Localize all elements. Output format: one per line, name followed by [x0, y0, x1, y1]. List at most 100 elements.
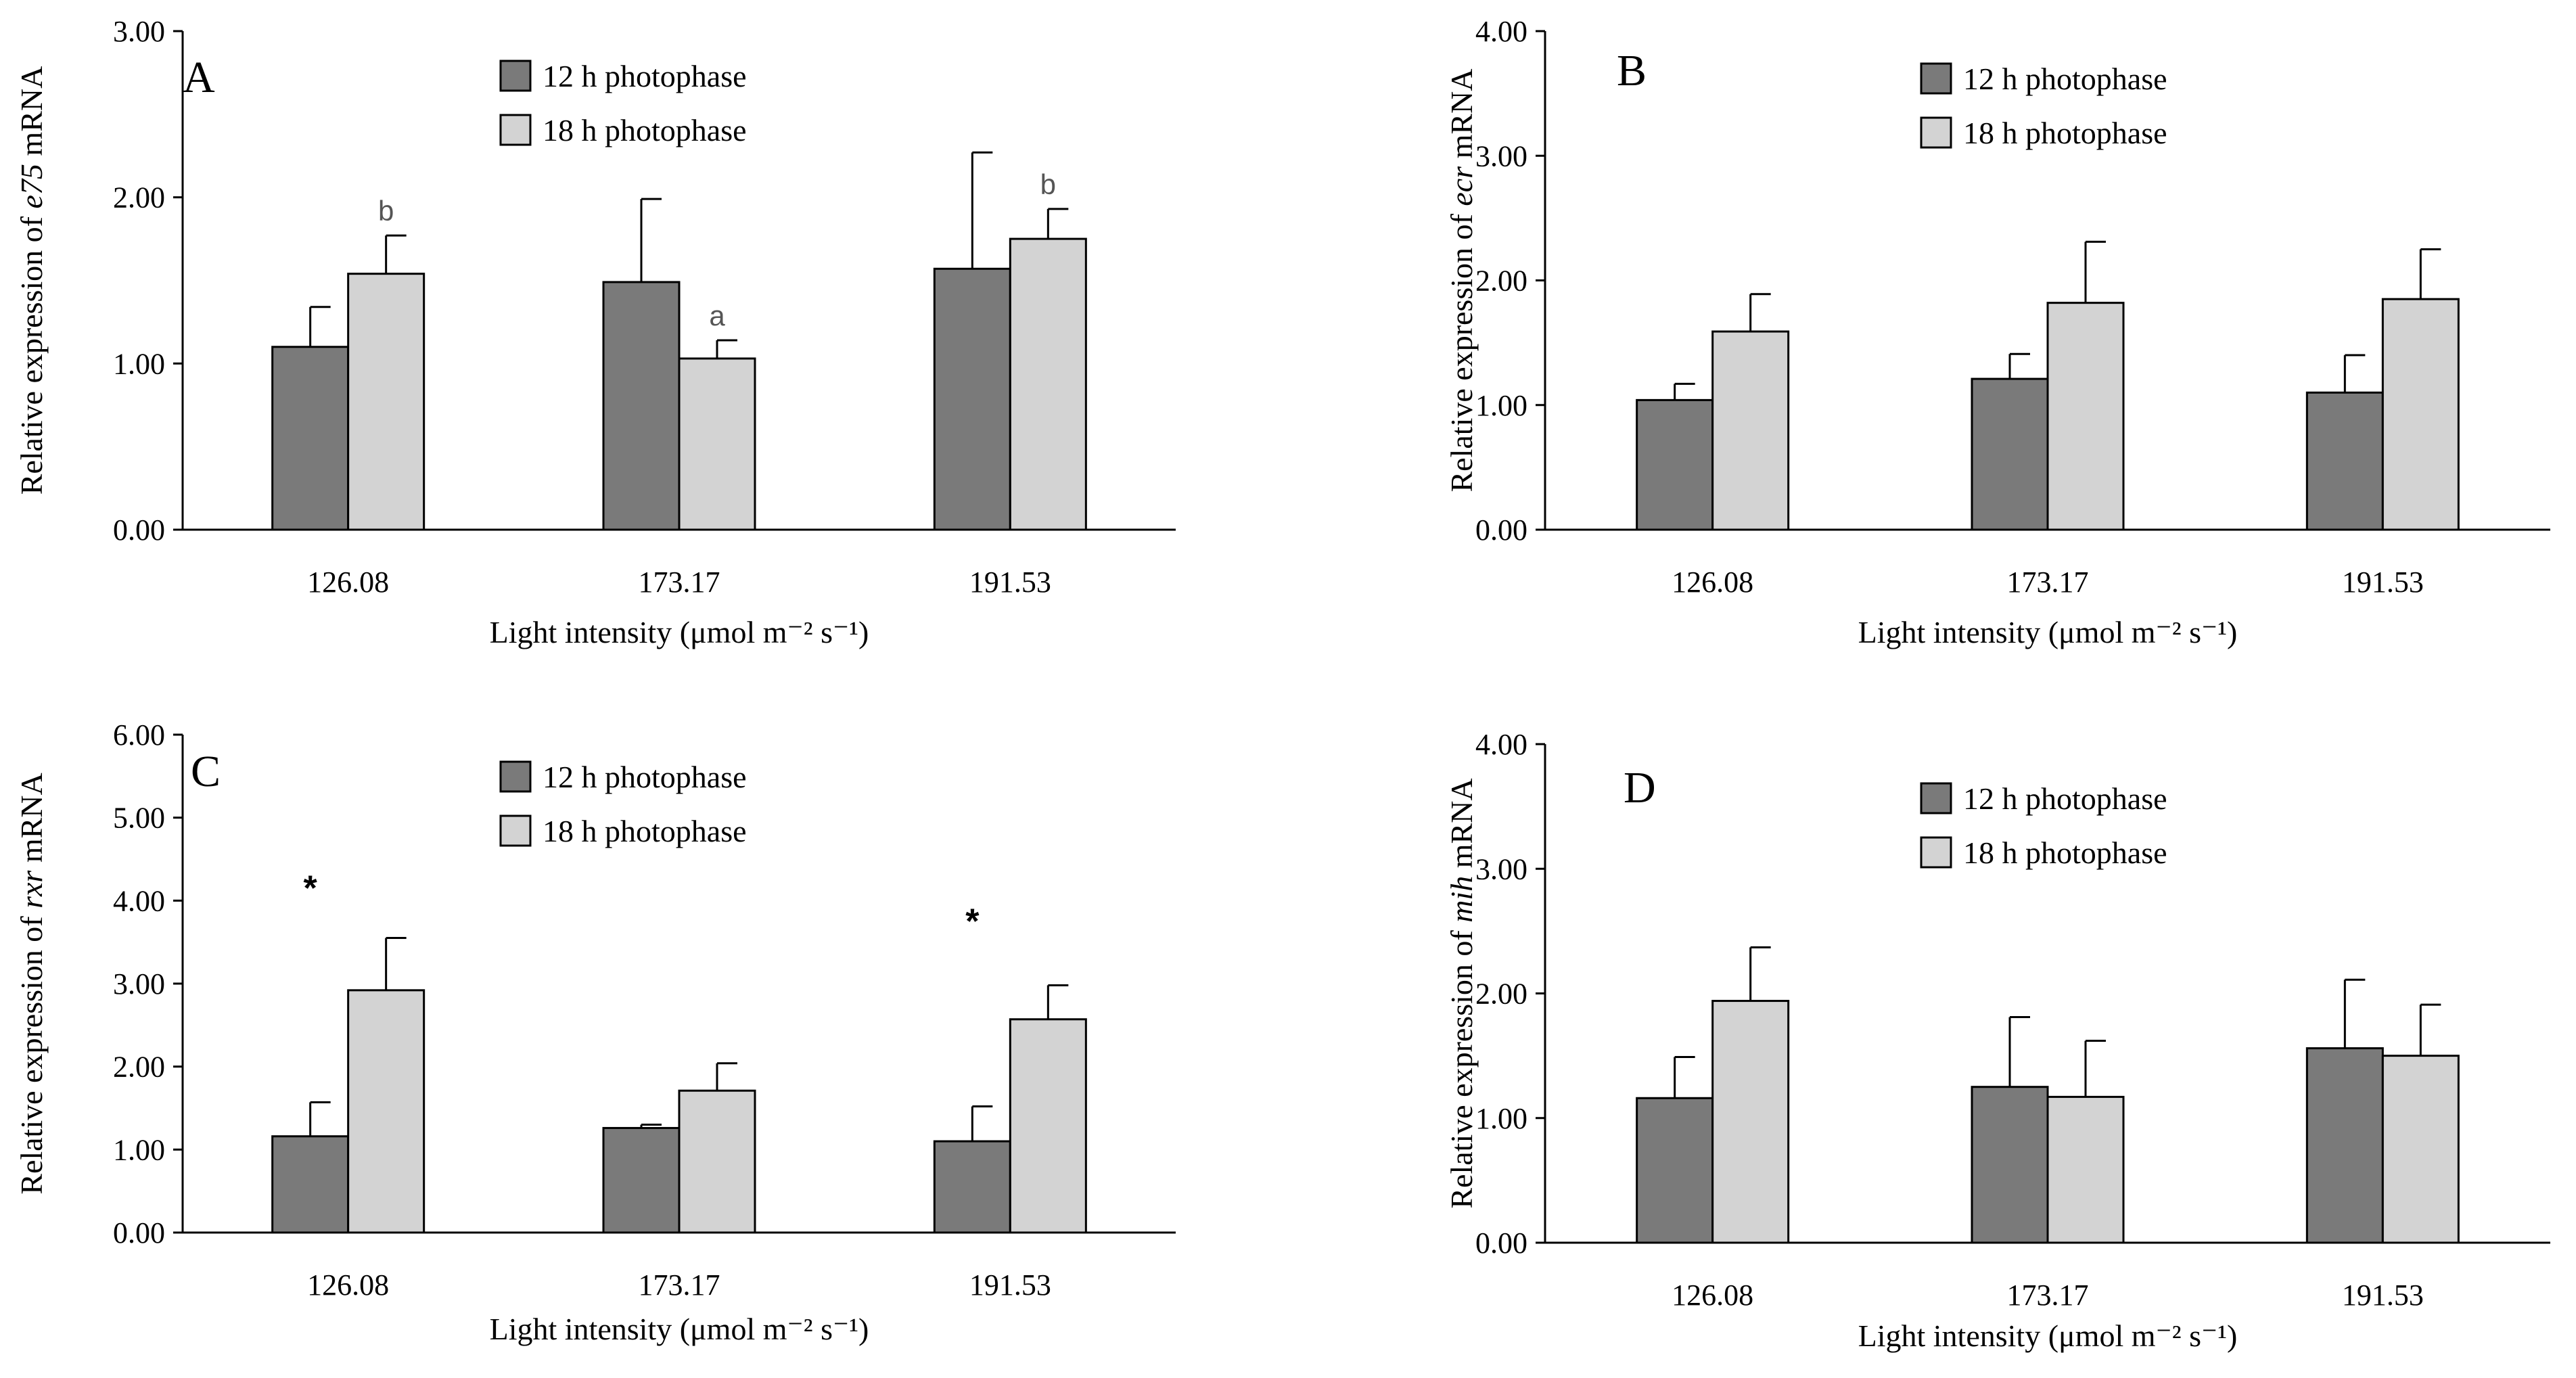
y-axis-title-suffix: mRNA	[14, 773, 49, 870]
legend-label-12h: 12 h photophase	[1963, 781, 2167, 816]
y-axis-title-prefix: Relative expression of	[14, 209, 49, 495]
y-tick-label: 4.00	[1475, 15, 1527, 48]
x-tick-label: 126.08	[307, 566, 389, 599]
y-tick-label: 5.00	[113, 802, 165, 835]
y-axis-title-gene: mih	[1444, 876, 1479, 923]
x-tick-label: 191.53	[2342, 1279, 2424, 1312]
panel-c: 0.00 1.00 2.00 3.00 4.00 5.00 6.00 126.08 173.17…	[14, 718, 1176, 1346]
y-tick-label: 0.00	[113, 1216, 165, 1249]
bar-18h	[678, 1089, 756, 1234]
legend-label-12h: 12 h photophase	[543, 760, 747, 794]
x-tick-label: 173.17	[639, 1268, 720, 1302]
bar-12h	[1636, 1097, 1714, 1244]
bar-12h	[1636, 398, 1714, 531]
y-tick-label: 0.00	[113, 513, 165, 547]
x-axis-title: Light intensity (μmol m⁻² s⁻¹)	[1858, 615, 2238, 649]
bar-18h	[678, 357, 756, 531]
bar-12h	[1971, 377, 2049, 531]
legend-label-18h: 18 h photophase	[1963, 116, 2167, 150]
bar-18h	[1711, 1000, 1790, 1244]
x-tick-label: 126.08	[307, 1268, 389, 1302]
bar-18h	[2381, 1055, 2460, 1244]
bar-18h	[2046, 1095, 2125, 1244]
bar-12h	[271, 346, 350, 531]
y-tick-label: 4.00	[1475, 728, 1527, 761]
legend-swatch-12h	[499, 760, 532, 793]
legend-label-18h: 18 h photophase	[543, 814, 747, 848]
x-tick-label: 173.17	[2007, 566, 2089, 599]
bar-18h	[2381, 298, 2460, 531]
y-axis-title-prefix: Relative expression of	[1444, 206, 1479, 492]
bar-12h	[2305, 1047, 2384, 1244]
y-tick-label: 0.00	[1475, 1226, 1527, 1260]
x-tick-label: 173.17	[639, 566, 720, 599]
y-axis-title: Relative expression of mih mRNA	[1444, 778, 1479, 1208]
y-tick-label: 2.00	[1475, 265, 1527, 298]
x-tick-label: 191.53	[2342, 566, 2424, 599]
y-tick-label: 1.00	[113, 1133, 165, 1166]
significance-letter: b	[1040, 168, 1056, 200]
panel-b: 0.00 1.00 2.00 3.00 4.00 126.08 173.17 191.53 B 1…	[1444, 15, 2550, 649]
bar-12h	[1971, 1086, 2049, 1244]
x-tick-label: 191.53	[969, 566, 1051, 599]
legend-swatch-12h	[499, 60, 532, 92]
bar-12h	[271, 1135, 350, 1234]
legend-label-12h: 12 h photophase	[543, 59, 747, 93]
y-tick-label: 2.00	[1475, 978, 1527, 1011]
legend-swatch-12h	[1920, 62, 1952, 95]
x-tick-label: 126.08	[1672, 1279, 1753, 1312]
panel-letter: B	[1617, 46, 1647, 95]
y-tick-label: 4.00	[113, 884, 165, 917]
y-axis-title-prefix: Relative expression of	[14, 909, 49, 1195]
legend-swatch-18h	[499, 114, 532, 146]
y-tick-label: 3.00	[1475, 852, 1527, 886]
panel-letter: C	[191, 747, 221, 796]
x-axis-title: Light intensity (μmol m⁻² s⁻¹)	[490, 1312, 869, 1346]
y-tick-label: 3.00	[1475, 139, 1527, 173]
panel-d: 0.00 1.00 2.00 3.00 4.00 126.08 173.17 191.53 D 1…	[1444, 728, 2550, 1353]
significance-letter: b	[378, 195, 394, 227]
y-tick-label: 1.00	[1475, 1102, 1527, 1135]
x-axis-title: Light intensity (μmol m⁻² s⁻¹)	[490, 615, 869, 649]
bar-12h	[602, 1126, 681, 1234]
bar-18h	[347, 989, 426, 1234]
legend-label-18h: 18 h photophase	[1963, 835, 2167, 870]
y-axis-title-gene: e75	[14, 164, 49, 208]
legend-label-12h: 12 h photophase	[1963, 62, 2167, 96]
legend-swatch-18h	[1920, 116, 1952, 149]
y-tick-label: 6.00	[113, 718, 165, 752]
y-axis-title-suffix: mRNA	[14, 66, 49, 164]
y-tick-label: 3.00	[113, 967, 165, 1001]
panel-a: 0.00 1.00 2.00 3.00 126.08 173.17 191.53 b a b A 12…	[14, 15, 1176, 649]
y-axis-title: Relative expression of rxr mRNA	[14, 773, 49, 1194]
bar-12h	[933, 267, 1011, 531]
x-tick-label: 126.08	[1672, 566, 1753, 599]
y-tick-label: 2.00	[113, 181, 165, 214]
bar-18h	[1009, 1018, 1087, 1234]
y-axis-title-suffix: mRNA	[1444, 778, 1479, 875]
y-tick-label: 0.00	[1475, 513, 1527, 547]
bar-18h	[2046, 302, 2125, 531]
y-axis-title-suffix: mRNA	[1444, 69, 1479, 166]
y-tick-label: 1.00	[113, 347, 165, 380]
legend-swatch-12h	[1920, 782, 1952, 814]
x-axis-title: Light intensity (μmol m⁻² s⁻¹)	[1858, 1318, 2238, 1353]
legend-swatch-18h	[499, 814, 532, 847]
bar-18h	[1711, 330, 1790, 531]
y-tick-label: 2.00	[113, 1051, 165, 1084]
y-tick-label: 1.00	[1475, 389, 1527, 422]
y-axis-title-gene: rxr	[14, 870, 49, 909]
x-tick-label: 191.53	[969, 1268, 1051, 1302]
bar-18h	[347, 273, 426, 531]
y-axis-title-gene: ecr	[1444, 166, 1479, 206]
panel-letter: D	[1624, 763, 1656, 812]
legend-label-18h: 18 h photophase	[543, 113, 747, 147]
y-axis-title-prefix: Relative expression of	[1444, 923, 1479, 1209]
significance-star: *	[965, 902, 980, 942]
y-axis-title: Relative expression of ecr mRNA	[1444, 69, 1479, 492]
significance-star: *	[304, 869, 318, 909]
y-tick-label: 3.00	[113, 15, 165, 48]
legend-swatch-18h	[1920, 836, 1952, 869]
